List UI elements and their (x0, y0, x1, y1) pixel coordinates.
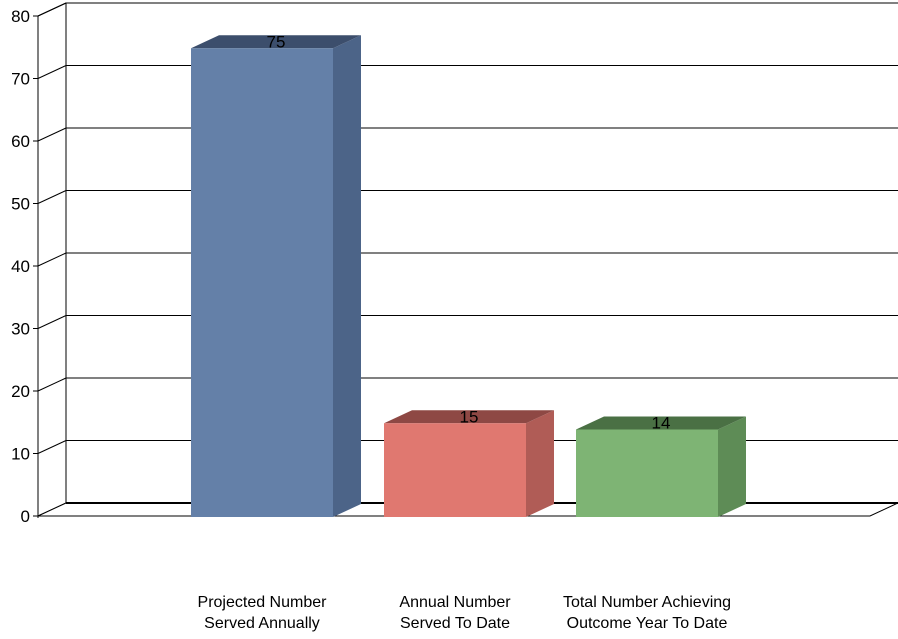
bar-side (718, 416, 746, 517)
y-tick-label: 20 (11, 382, 30, 401)
gridline-depth (37, 315, 67, 329)
bar-top (384, 410, 554, 424)
y-tick-label: 10 (11, 445, 30, 464)
gridline-depth (37, 127, 67, 142)
gridline-depth (37, 252, 67, 267)
gridline-depth (37, 190, 67, 204)
bar (191, 48, 333, 517)
y-tick-label: 50 (11, 195, 30, 214)
gridline-depth (37, 2, 67, 17)
bar (576, 429, 718, 517)
bar (384, 423, 526, 517)
gridline-depth (37, 377, 67, 392)
y-tick-label: 70 (11, 70, 30, 89)
bar-side (526, 410, 554, 517)
y-tick-label: 40 (11, 257, 30, 276)
data-label: 14 (652, 414, 671, 433)
gridline-depth (37, 65, 67, 79)
data-label: 75 (267, 32, 286, 51)
x-category-label: Projected Number Served Annually (197, 594, 327, 632)
bar-side (333, 35, 361, 517)
y-tick-label: 0 (21, 507, 30, 526)
x-category-label: Annual Number Served To Date (399, 594, 511, 632)
y-tick-label: 60 (11, 132, 30, 151)
bar-top (191, 35, 361, 49)
y-tick-label: 30 (11, 320, 30, 339)
gridline-depth (37, 440, 67, 454)
data-label: 15 (460, 407, 479, 426)
y-tick-label: 80 (11, 7, 30, 26)
bar-top (576, 416, 746, 430)
x-category-label: Total Number Achieving Outcome Year To D… (562, 594, 732, 632)
